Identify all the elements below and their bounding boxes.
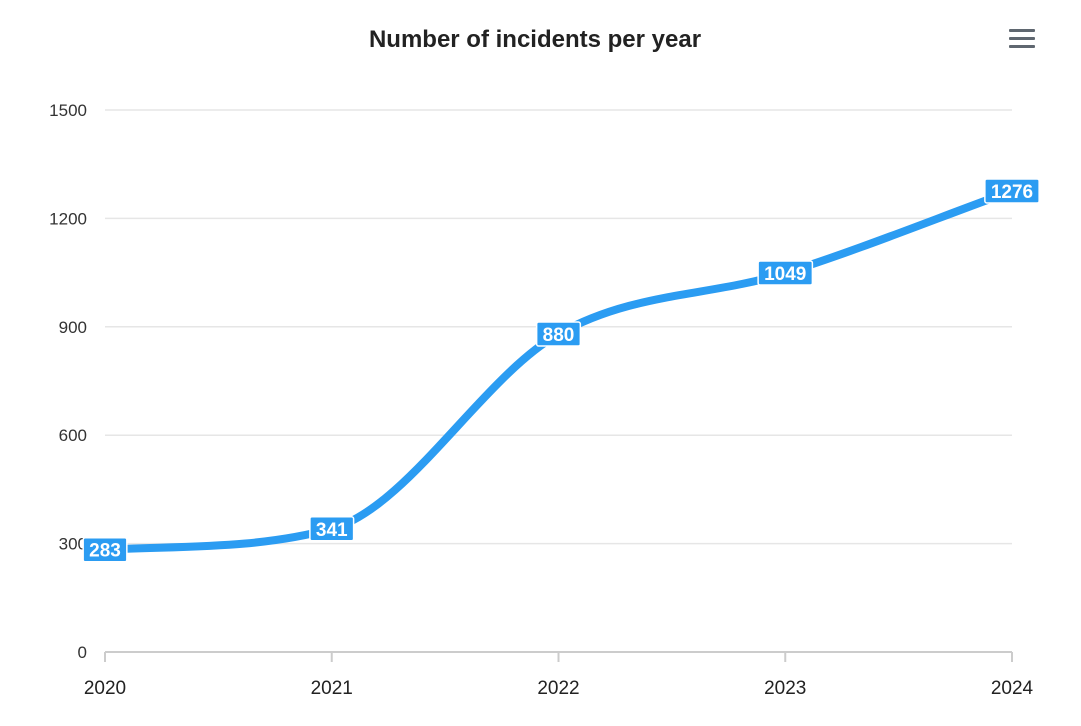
data-label-box xyxy=(757,260,814,286)
data-label: 1049 xyxy=(757,260,814,286)
data-label: 1276 xyxy=(984,178,1040,204)
data-labels: 283 341 880 1049 1276 xyxy=(82,178,1040,563)
data-label-text: 1276 xyxy=(991,182,1033,203)
series-line xyxy=(101,186,1016,554)
y-tick-label: 1500 xyxy=(49,101,87,120)
data-label-box xyxy=(984,178,1040,204)
data-label-text: 341 xyxy=(316,520,348,541)
y-tick-label: 0 xyxy=(78,643,87,662)
data-label: 283 xyxy=(82,536,128,563)
y-tick-label: 300 xyxy=(59,535,87,554)
data-label-box xyxy=(309,516,355,542)
data-label-text: 1049 xyxy=(764,264,806,285)
y-tick-label: 1200 xyxy=(49,209,87,228)
x-tick-label: 2022 xyxy=(537,678,579,699)
hamburger-menu-icon[interactable] xyxy=(1004,26,1042,52)
data-label-box xyxy=(82,536,128,563)
data-label-text: 283 xyxy=(89,541,121,562)
x-tick-label: 2021 xyxy=(311,678,353,699)
data-label: 880 xyxy=(535,321,582,347)
series-layer xyxy=(101,186,1016,554)
x-tick-label: 2020 xyxy=(84,678,126,699)
data-label: 341 xyxy=(309,516,355,542)
y-tick-label: 900 xyxy=(59,318,87,337)
x-tick-label: 2024 xyxy=(991,678,1034,699)
y-tick-label: 600 xyxy=(59,426,87,445)
x-axis: 2020 2021 2022 2023 2024 xyxy=(84,651,1034,699)
data-label-box xyxy=(535,321,582,347)
x-tick-label: 2023 xyxy=(764,678,806,699)
chart-title: Number of incidents per year xyxy=(369,26,701,53)
data-label-text: 880 xyxy=(543,325,575,346)
y-axis: 0 300 600 900 1200 1500 xyxy=(49,101,87,662)
